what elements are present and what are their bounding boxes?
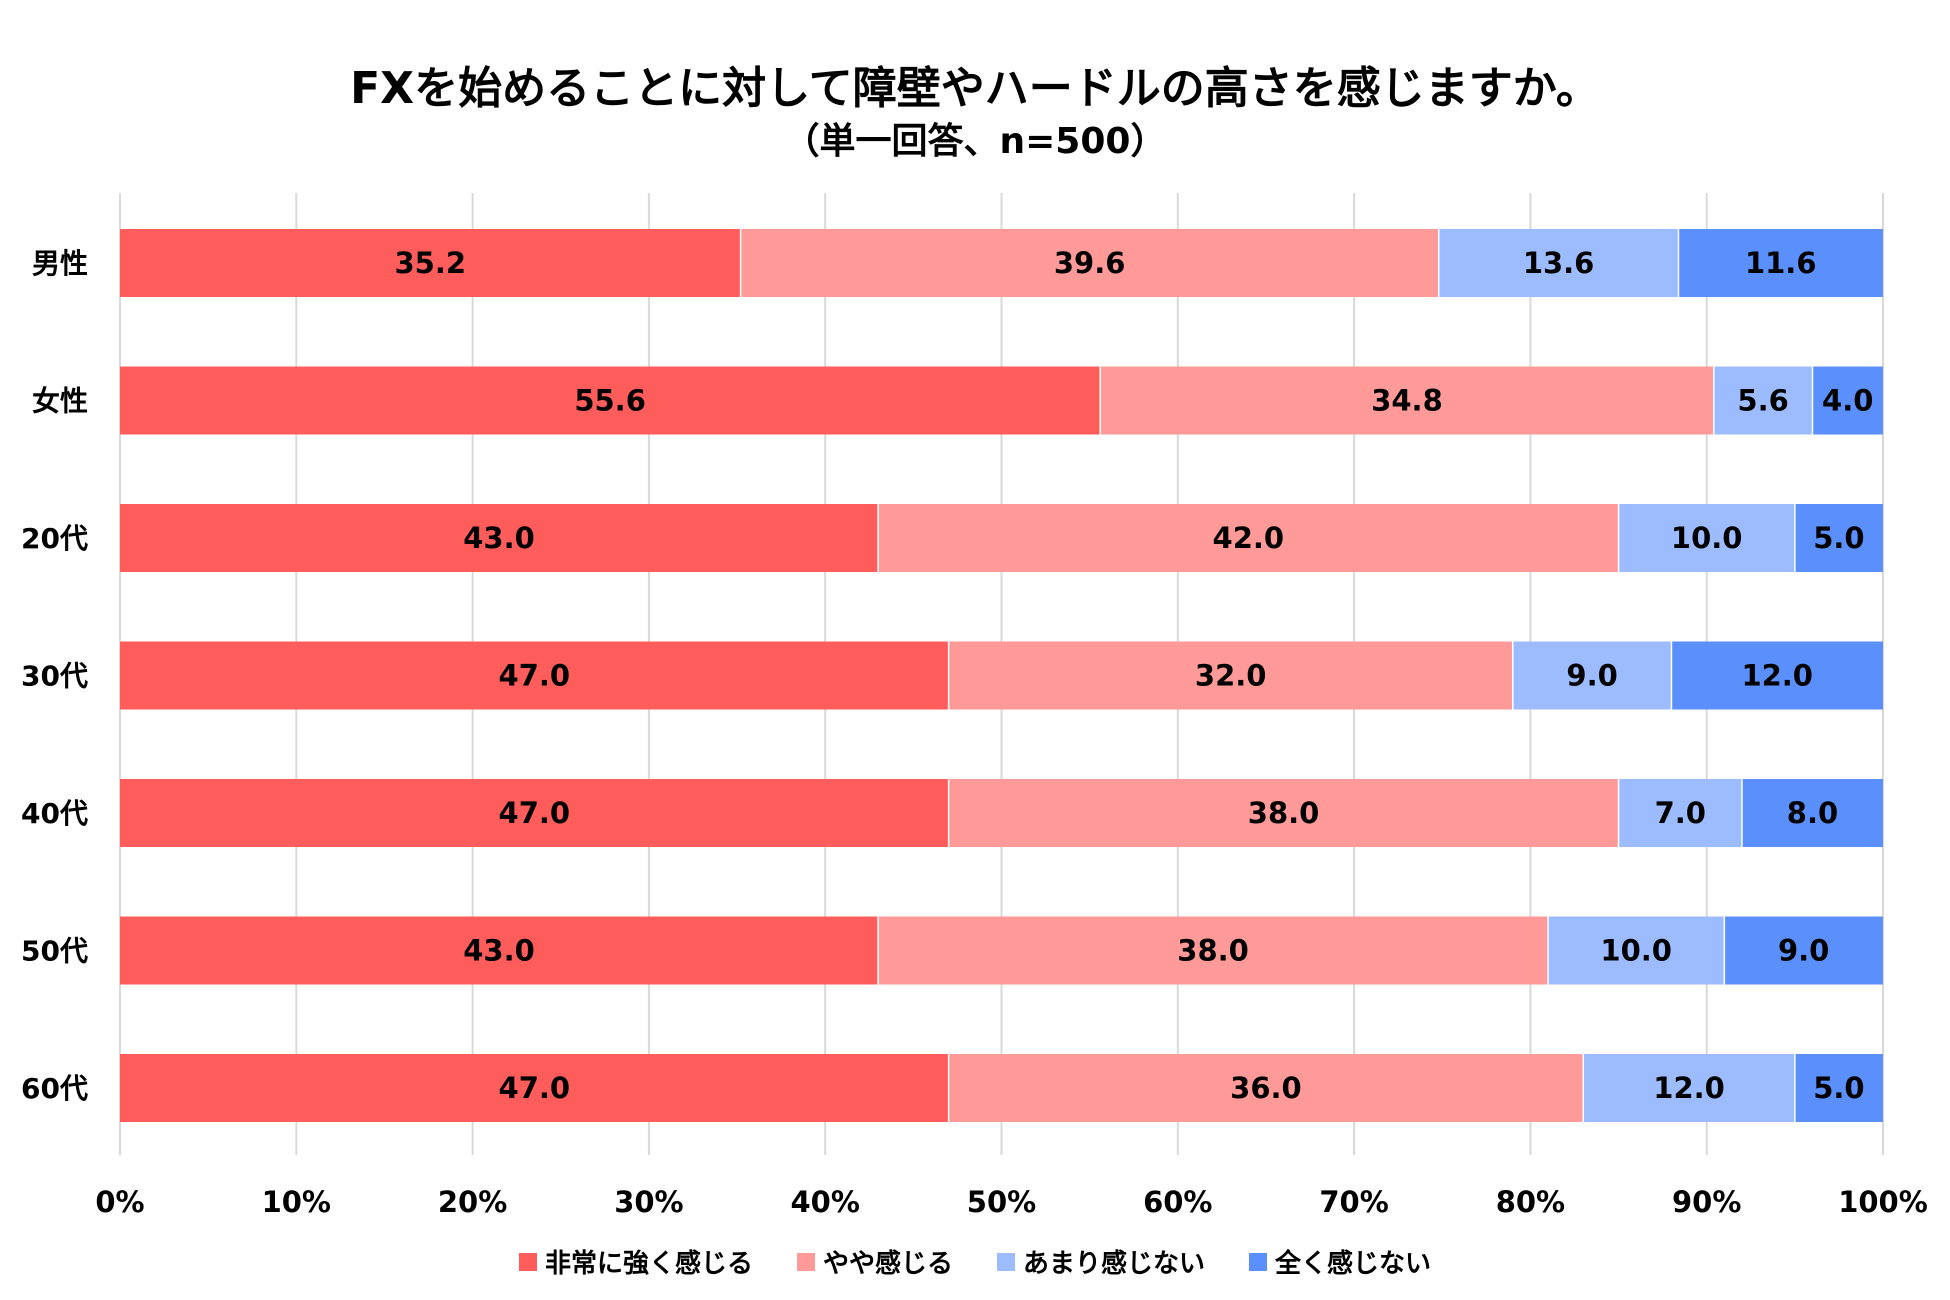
legend-label: あまり感じない — [1023, 1249, 1206, 1279]
data-label: 10.0 — [1600, 934, 1672, 968]
category-label: 20代 — [21, 522, 88, 555]
data-label: 5.6 — [1737, 384, 1788, 418]
legend-item: 全く感じない — [1249, 1243, 1431, 1280]
legend-label: やや感じる — [822, 1249, 953, 1279]
legend-label: 非常に強く感じる — [544, 1249, 753, 1279]
chart-title: FXを始めることに対して障壁やハードルの高さを感じますか。 — [350, 63, 1600, 114]
category-label: 30代 — [21, 660, 88, 693]
bar-segment — [948, 779, 1619, 847]
legend-swatch — [796, 1252, 815, 1271]
bar-segment — [120, 916, 879, 985]
legend-swatch — [518, 1252, 537, 1271]
bar-segment — [1618, 504, 1795, 572]
x-tick-label: 20% — [438, 1185, 507, 1219]
data-label: 43.0 — [463, 934, 535, 968]
data-label: 10.0 — [1671, 521, 1743, 555]
x-tick-label: 70% — [1319, 1185, 1388, 1219]
bar-segment — [1618, 779, 1742, 847]
data-label: 11.6 — [1745, 246, 1817, 280]
data-label: 38.0 — [1177, 934, 1249, 968]
bar-segment — [740, 229, 1439, 297]
bar-segment — [1812, 366, 1883, 435]
data-label: 38.0 — [1248, 796, 1320, 830]
data-label: 4.0 — [1822, 384, 1873, 418]
bar-segment — [948, 1054, 1584, 1122]
bar-segment — [878, 916, 1549, 985]
bar-segment — [1671, 641, 1883, 710]
data-label: 8.0 — [1787, 796, 1838, 830]
data-label: 47.0 — [499, 659, 571, 693]
data-label: 36.0 — [1230, 1071, 1302, 1105]
legend-label: 全く感じない — [1275, 1249, 1432, 1279]
data-label: 35.2 — [395, 246, 467, 280]
chart-subtitle: （単一回答、n=500） — [783, 121, 1167, 162]
bar-segment — [120, 504, 879, 572]
x-tick-label: 30% — [614, 1185, 683, 1219]
x-tick-label: 10% — [262, 1185, 331, 1219]
bar-segment — [1794, 504, 1883, 572]
legend-item: あまり感じない — [997, 1243, 1205, 1280]
bar-segment — [1583, 1054, 1795, 1122]
bar-segment — [1794, 1054, 1883, 1122]
legend: 非常に強く感じる やや感じる あまり感じない 全く感じない — [0, 1243, 1950, 1280]
x-tick-label: 80% — [1496, 1185, 1565, 1219]
data-label: 7.0 — [1655, 796, 1706, 830]
x-tick-label: 90% — [1672, 1185, 1741, 1219]
data-label: 32.0 — [1195, 659, 1267, 693]
x-tick-label: 40% — [790, 1185, 859, 1219]
bar-segment — [1713, 366, 1813, 435]
bar-segment — [120, 641, 949, 710]
bar-segment — [120, 366, 1101, 435]
data-label: 9.0 — [1566, 659, 1617, 693]
bar-segment — [1548, 916, 1725, 985]
legend-swatch — [1249, 1252, 1268, 1271]
data-label: 12.0 — [1653, 1071, 1725, 1105]
data-label: 47.0 — [499, 796, 571, 830]
category-label: 60代 — [21, 1072, 88, 1105]
bar-segment — [120, 1054, 949, 1122]
data-label: 42.0 — [1213, 521, 1285, 555]
data-label: 9.0 — [1778, 934, 1829, 968]
bar-segment — [1678, 229, 1883, 297]
category-label: 男性 — [32, 247, 88, 280]
bar-segment — [1512, 641, 1672, 710]
legend-swatch — [997, 1252, 1015, 1271]
x-tick-label: 0% — [95, 1185, 144, 1219]
data-label: 43.0 — [463, 521, 535, 555]
x-tick-label: 60% — [1143, 1185, 1212, 1219]
data-label: 12.0 — [1741, 659, 1813, 693]
data-label: 55.6 — [574, 384, 646, 418]
category-label: 50代 — [21, 935, 88, 968]
legend-item: 非常に強く感じる — [518, 1243, 753, 1280]
data-label: 47.0 — [499, 1071, 571, 1105]
bar-segment — [120, 229, 741, 297]
data-label: 13.6 — [1523, 246, 1595, 280]
data-label: 5.0 — [1813, 521, 1864, 555]
x-tick-label: 50% — [967, 1185, 1036, 1219]
data-label: 5.0 — [1813, 1071, 1864, 1105]
x-tick-label: 100% — [1838, 1185, 1928, 1219]
bar-segment — [1100, 366, 1714, 435]
category-label: 女性 — [32, 385, 88, 418]
bar-segment — [1741, 779, 1883, 847]
legend-item: やや感じる — [796, 1243, 953, 1280]
data-label: 39.6 — [1054, 246, 1126, 280]
bar-segment — [120, 779, 949, 847]
category-label: 40代 — [21, 797, 88, 830]
data-label: 34.8 — [1371, 384, 1443, 418]
bar-segment — [1724, 916, 1883, 985]
bar-segment — [878, 504, 1619, 572]
bar-segment — [948, 641, 1513, 710]
bar-segment — [1438, 229, 1679, 297]
